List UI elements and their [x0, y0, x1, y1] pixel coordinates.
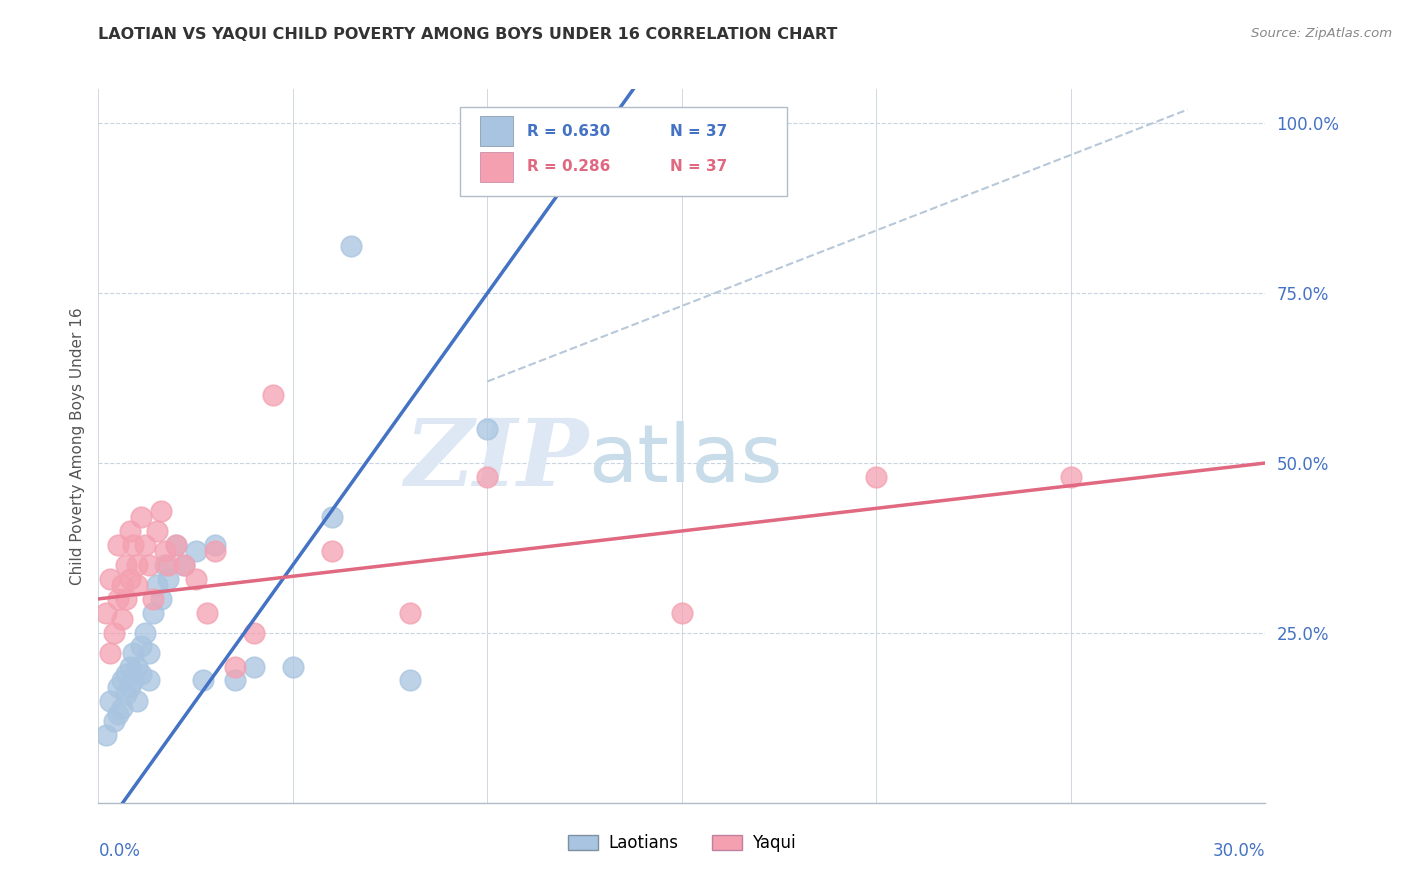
- Point: [224, 660, 246, 674]
- Point: [165, 537, 187, 551]
- Point: [134, 626, 156, 640]
- Point: [204, 544, 226, 558]
- Point: [103, 626, 125, 640]
- Text: LAOTIAN VS YAQUI CHILD POVERTY AMONG BOYS UNDER 16 CORRELATION CHART: LAOTIAN VS YAQUI CHILD POVERTY AMONG BOY…: [98, 27, 838, 42]
- Point: [107, 707, 129, 722]
- Point: [157, 558, 180, 572]
- Point: [122, 673, 145, 688]
- Point: [153, 558, 176, 572]
- Point: [107, 591, 129, 606]
- Text: 30.0%: 30.0%: [1213, 842, 1265, 860]
- FancyBboxPatch shape: [479, 152, 513, 182]
- FancyBboxPatch shape: [460, 107, 787, 196]
- Point: [321, 544, 343, 558]
- Point: [111, 673, 134, 688]
- Point: [243, 626, 266, 640]
- Point: [321, 510, 343, 524]
- Point: [262, 388, 284, 402]
- Point: [107, 537, 129, 551]
- Y-axis label: Child Poverty Among Boys Under 16: Child Poverty Among Boys Under 16: [69, 307, 84, 585]
- Point: [243, 660, 266, 674]
- Text: N = 37: N = 37: [671, 160, 727, 175]
- Text: N = 37: N = 37: [671, 124, 727, 139]
- Point: [157, 572, 180, 586]
- Point: [111, 578, 134, 592]
- Point: [477, 422, 499, 436]
- Point: [114, 558, 136, 572]
- Point: [184, 544, 207, 558]
- Point: [477, 469, 499, 483]
- Point: [96, 728, 118, 742]
- Point: [398, 673, 420, 688]
- Point: [193, 673, 215, 688]
- Text: R = 0.286: R = 0.286: [527, 160, 610, 175]
- Point: [122, 646, 145, 660]
- Point: [98, 646, 121, 660]
- Text: atlas: atlas: [589, 421, 783, 500]
- Point: [127, 660, 149, 674]
- Point: [127, 558, 149, 572]
- Point: [98, 572, 121, 586]
- Point: [138, 646, 160, 660]
- Point: [173, 558, 195, 572]
- Point: [138, 558, 160, 572]
- Legend: Laotians, Yaqui: Laotians, Yaqui: [562, 828, 801, 859]
- Point: [129, 640, 152, 654]
- Point: [129, 666, 152, 681]
- Point: [671, 606, 693, 620]
- Point: [184, 572, 207, 586]
- Point: [127, 694, 149, 708]
- Point: [118, 572, 141, 586]
- Point: [114, 687, 136, 701]
- Point: [111, 612, 134, 626]
- Point: [142, 606, 165, 620]
- Point: [195, 606, 218, 620]
- Point: [149, 591, 172, 606]
- Point: [103, 714, 125, 729]
- Point: [122, 537, 145, 551]
- Point: [138, 673, 160, 688]
- Point: [114, 666, 136, 681]
- Text: Source: ZipAtlas.com: Source: ZipAtlas.com: [1251, 27, 1392, 40]
- FancyBboxPatch shape: [479, 116, 513, 146]
- Point: [398, 606, 420, 620]
- Point: [118, 524, 141, 538]
- Point: [114, 591, 136, 606]
- Point: [173, 558, 195, 572]
- Point: [1060, 469, 1083, 483]
- Point: [865, 469, 887, 483]
- Point: [165, 537, 187, 551]
- Point: [111, 700, 134, 714]
- Point: [281, 660, 304, 674]
- Point: [107, 680, 129, 694]
- Point: [146, 524, 169, 538]
- Point: [118, 660, 141, 674]
- Text: R = 0.630: R = 0.630: [527, 124, 610, 139]
- Point: [224, 673, 246, 688]
- Point: [153, 544, 176, 558]
- Point: [96, 606, 118, 620]
- Point: [134, 537, 156, 551]
- Point: [129, 510, 152, 524]
- Point: [127, 578, 149, 592]
- Point: [204, 537, 226, 551]
- Text: ZIP: ZIP: [405, 416, 589, 505]
- Point: [149, 503, 172, 517]
- Point: [146, 578, 169, 592]
- Point: [98, 694, 121, 708]
- Text: 0.0%: 0.0%: [98, 842, 141, 860]
- Point: [142, 591, 165, 606]
- Point: [118, 680, 141, 694]
- Point: [340, 238, 363, 252]
